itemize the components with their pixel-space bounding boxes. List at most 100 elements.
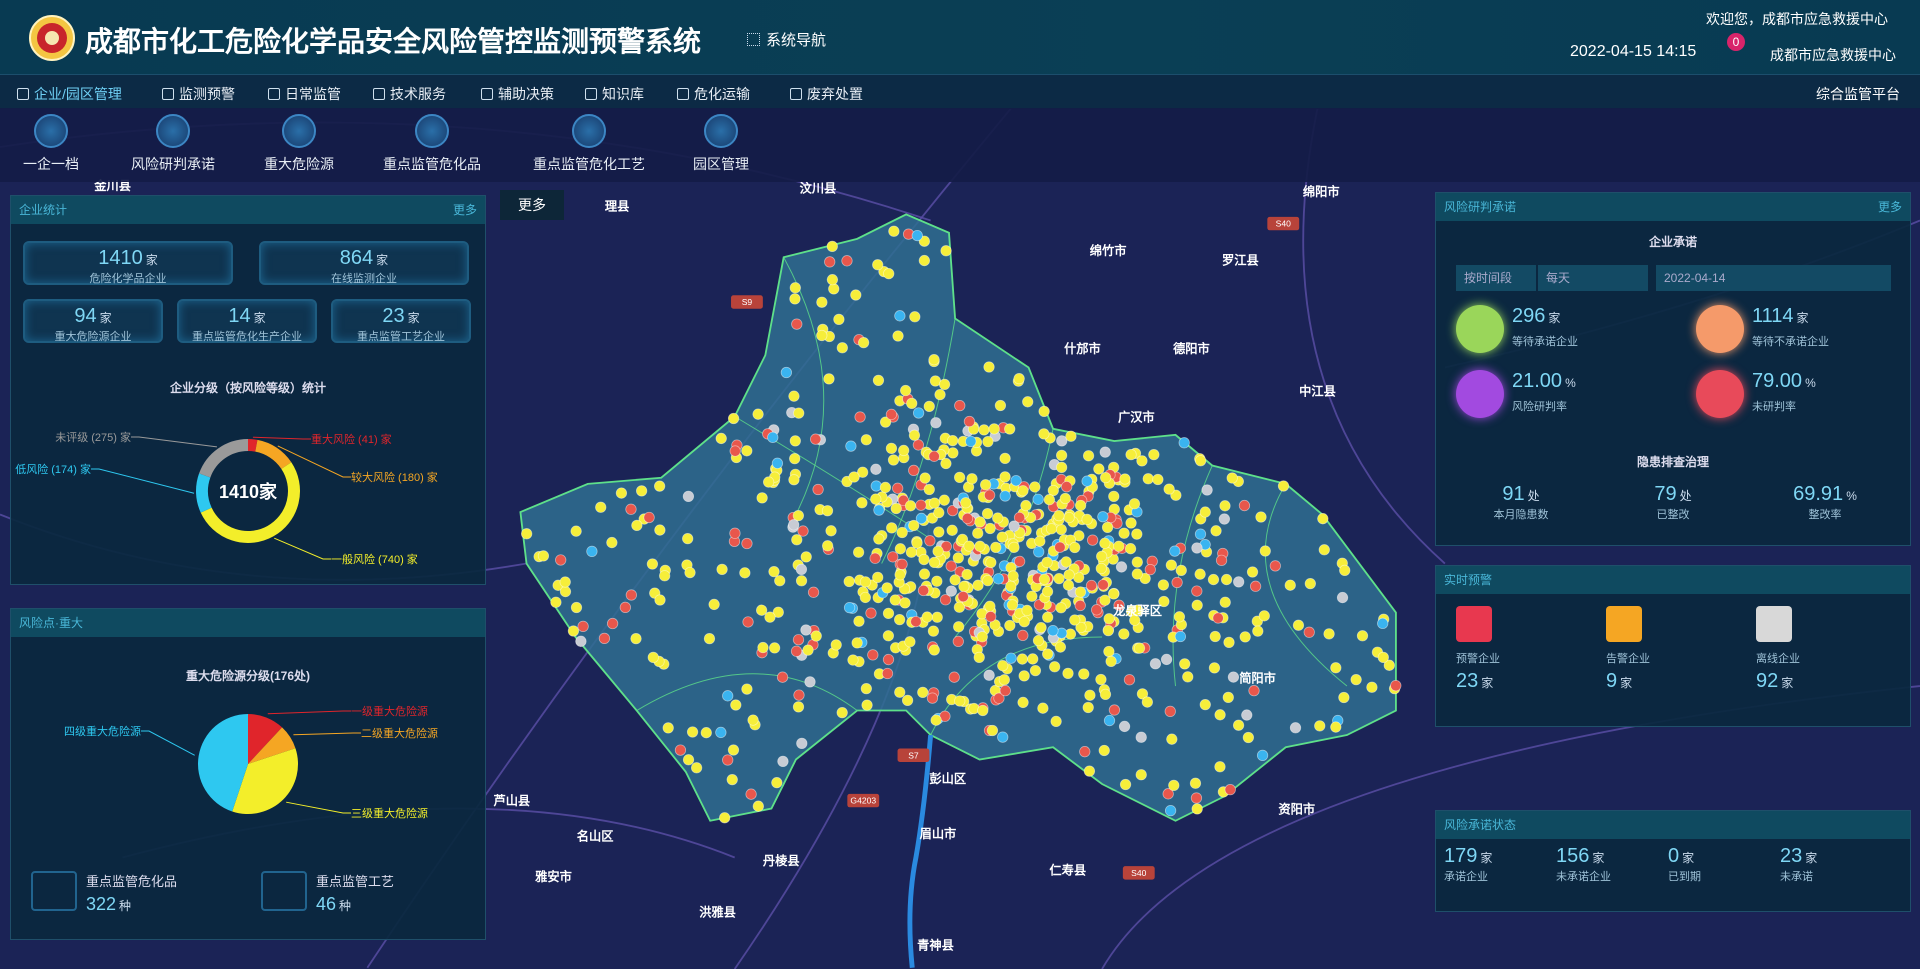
stat-value-line: 94 家: [25, 305, 161, 328]
menu-item[interactable]: 辅助决策: [481, 84, 554, 104]
menu-item[interactable]: 危化运输: [677, 84, 750, 104]
enterprise-dot: [861, 699, 873, 711]
item-unit: 种: [119, 899, 132, 913]
menu-item[interactable]: 企业/园区管理: [17, 84, 122, 104]
user-menu[interactable]: 成都市应急救援中心: [1770, 47, 1896, 63]
enterprise-dot: [1022, 396, 1034, 408]
enterprise-dot: [973, 651, 985, 663]
subtitle: 企业承诺: [1648, 235, 1697, 249]
submenu-item[interactable]: 重点监管危化工艺: [519, 114, 659, 174]
place-label: 名山区: [577, 828, 614, 843]
enterprise-dot: [1005, 580, 1017, 592]
subtitle: 隐患排查治理: [1636, 455, 1709, 469]
enterprise-dot: [963, 415, 976, 428]
menu-item[interactable]: 日常监管: [268, 84, 341, 104]
nav-label[interactable]: 系统导航: [766, 32, 827, 49]
submenu-label[interactable]: 重点监管危化品: [383, 156, 481, 172]
system-nav[interactable]: 系统导航: [747, 29, 826, 50]
submenu-icon[interactable]: [704, 114, 738, 148]
enterprise-dot: [888, 225, 900, 237]
place-label: 广汉市: [1118, 409, 1155, 424]
place-label: 仁寿县: [1049, 863, 1086, 878]
enterprise-dot: [1097, 579, 1109, 591]
submenu-label[interactable]: 重大危险源: [264, 156, 334, 172]
submenu-icon[interactable]: [572, 114, 606, 148]
enterprise-dot: [1158, 595, 1170, 608]
submenu-label[interactable]: 重点监管危化工艺: [533, 156, 645, 172]
enterprise-dot: [729, 445, 741, 457]
more-link[interactable]: 更多: [1877, 200, 1902, 214]
enterprise-dot: [792, 509, 805, 522]
more-button[interactable]: 更多: [500, 190, 564, 220]
menu-item[interactable]: 监测预警: [162, 84, 235, 104]
district-border: [636, 673, 858, 711]
district-border: [1264, 483, 1348, 687]
submenu-item[interactable]: 重大危险源: [229, 114, 369, 174]
enterprise-dot: [1055, 602, 1067, 614]
enterprise-dot: [764, 611, 776, 623]
enterprise-dot: [757, 641, 769, 654]
submenu-icon[interactable]: [156, 114, 190, 148]
enterprise-dot: [848, 471, 860, 483]
leader-line: [131, 436, 218, 448]
stat-value-line: 1410 家: [25, 247, 231, 270]
submenu-label[interactable]: 园区管理: [693, 156, 749, 172]
enterprise-dot: [1171, 576, 1183, 589]
filter-field[interactable]: 2022-04-14: [1656, 265, 1891, 291]
enterprise-dot: [1096, 550, 1108, 563]
enterprise-dot: [812, 483, 824, 496]
menu-item[interactable]: 知识库: [585, 84, 644, 104]
enterprise-dot: [1232, 719, 1245, 731]
stat-value: 91: [1502, 483, 1525, 505]
enterprise-dot: [752, 408, 764, 420]
enterprise-dot: [894, 569, 906, 581]
enterprise-dot: [1255, 511, 1267, 523]
enterprise-dot: [860, 682, 872, 695]
menu-item[interactable]: 技术服务: [373, 84, 446, 104]
enterprise-dot: [841, 255, 853, 267]
stat-box: 91 处本月隐患数: [1451, 483, 1591, 522]
warning-unit: 家: [1481, 676, 1494, 690]
enterprise-dot: [948, 671, 960, 683]
enterprise-dot: [1152, 473, 1164, 486]
enterprise-dot: [1084, 689, 1096, 701]
submenu-icon[interactable]: [282, 114, 316, 148]
alert-badge[interactable]: 0: [1727, 33, 1745, 51]
submenu-label[interactable]: 风险研判承诺: [131, 156, 215, 172]
platform-link[interactable]: 综合监管平台: [1816, 86, 1900, 102]
enterprise-dot: [828, 283, 840, 295]
enterprise-dot: [789, 282, 801, 294]
enterprise-dot: [1248, 685, 1260, 697]
submenu-label[interactable]: 一企一档: [23, 156, 79, 172]
enterprise-dot: [939, 594, 952, 606]
enterprise-dot: [1220, 573, 1233, 586]
enterprise-dot: [909, 311, 921, 323]
enterprise-dot: [654, 524, 666, 536]
enterprise-dot: [809, 433, 822, 445]
menu-item[interactable]: 废弃处置: [790, 84, 863, 104]
filter-field[interactable]: 按时间段: [1456, 265, 1536, 291]
filter-field[interactable]: 每天: [1538, 265, 1648, 291]
submenu-icon[interactable]: [415, 114, 449, 148]
submenu-icon[interactable]: [34, 114, 68, 148]
submenu-item[interactable]: 一企一档: [0, 114, 121, 174]
enterprise-dot: [1336, 591, 1349, 604]
enterprise-dot: [792, 634, 805, 646]
enterprise-dot: [960, 497, 972, 509]
submenu-item[interactable]: 重点监管危化品: [362, 114, 502, 174]
enterprise-dot: [792, 701, 805, 713]
district-border: [783, 257, 825, 515]
enterprise-dot: [772, 606, 784, 618]
enterprise-dot: [1157, 579, 1170, 591]
stat-value: 23: [382, 305, 405, 327]
submenu-item[interactable]: 风险研判承诺: [103, 114, 243, 174]
stat-value: 179: [1444, 845, 1478, 867]
enterprise-dot: [953, 621, 965, 633]
more-link[interactable]: 更多: [452, 203, 477, 217]
submenu-item[interactable]: 园区管理: [651, 114, 791, 174]
enterprise-dot: [892, 330, 904, 342]
stat-value: 79.00: [1752, 370, 1803, 392]
enterprise-dot: [894, 543, 907, 555]
stat-value: 1114: [1752, 305, 1794, 327]
panel-title: 风险研判承诺: [1444, 200, 1517, 214]
